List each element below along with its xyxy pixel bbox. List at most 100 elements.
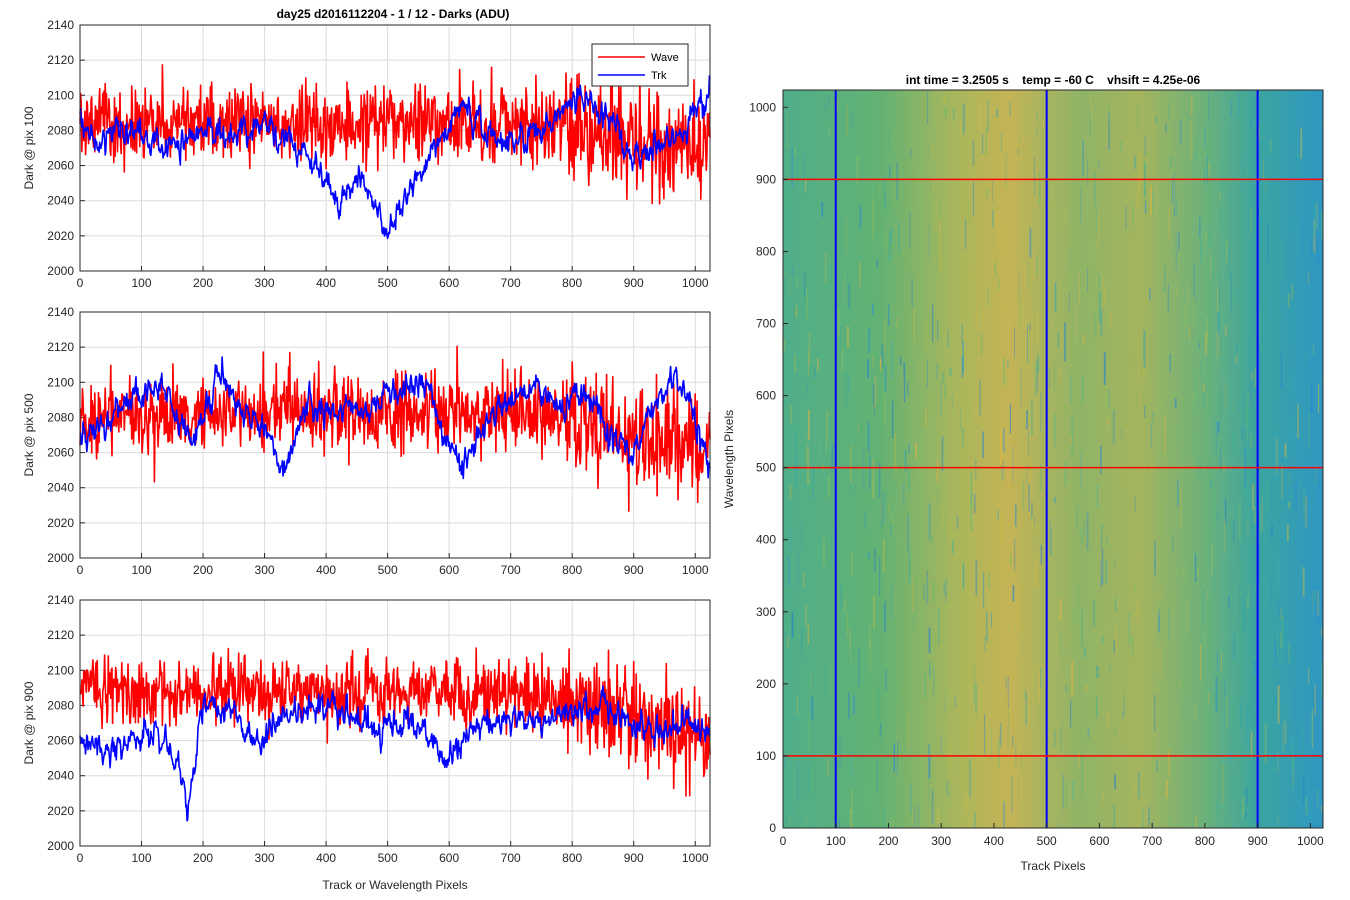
heatmap-cell xyxy=(1142,360,1145,378)
heatmap-cell xyxy=(1205,332,1207,355)
heatmap-cell xyxy=(1180,487,1182,527)
heatmap-cell xyxy=(1223,517,1225,555)
heatmap-cell xyxy=(883,490,886,524)
heatmap-cell xyxy=(821,202,824,217)
heatmap-cell xyxy=(859,307,861,326)
heatmap-cell xyxy=(1000,431,1002,465)
heatmap-cell xyxy=(867,421,870,452)
heatmap-cell xyxy=(1302,723,1304,755)
heatmap-cell xyxy=(1076,429,1079,440)
heatmap-cell xyxy=(809,331,811,365)
heatmap-cell xyxy=(1050,526,1052,557)
heatmap-cell xyxy=(1270,578,1272,604)
heatmap-cell xyxy=(907,267,910,276)
heatmap-cell xyxy=(954,694,956,709)
heatmap-cell xyxy=(1219,275,1221,305)
heatmap-cell xyxy=(1228,751,1231,765)
heatmap-cell xyxy=(807,445,809,485)
heatmap-cell xyxy=(798,794,800,818)
heatmap-cell xyxy=(1054,730,1056,746)
heatmap-cell xyxy=(812,464,815,502)
heatmap-cell xyxy=(1017,372,1019,381)
heatmap-cell xyxy=(848,753,851,775)
heatmap-cell xyxy=(1019,293,1021,328)
heatmap-cell xyxy=(1026,410,1028,430)
heatmap-cell xyxy=(789,484,792,501)
heatmap-cell xyxy=(783,269,785,276)
heatmap-cell xyxy=(928,224,930,259)
heatmap-cell xyxy=(1277,751,1279,774)
heatmap-cell xyxy=(982,572,985,608)
heatmap-cell xyxy=(928,744,930,779)
y-tick-label: 2040 xyxy=(47,769,74,783)
heatmap-cell xyxy=(1168,123,1170,159)
heatmap-cell xyxy=(1215,683,1217,711)
heatmap-cell xyxy=(1010,550,1012,566)
x-tick-label: 400 xyxy=(316,563,336,577)
heatmap-cell xyxy=(1038,172,1041,206)
series-lines xyxy=(79,64,711,240)
heatmap-cell xyxy=(1317,590,1320,616)
y-tick-label: 2080 xyxy=(47,410,74,424)
legend-label-trk: Trk xyxy=(651,70,667,82)
heatmap-cell xyxy=(1302,567,1305,597)
x-tick-label: 900 xyxy=(624,276,644,290)
heatmap-cell xyxy=(1197,567,1199,576)
heatmap-cell xyxy=(868,552,870,559)
heatmap-cell xyxy=(1156,759,1158,773)
heatmap-cell xyxy=(1079,272,1080,305)
heatmap-cell xyxy=(1098,292,1101,323)
heatmap-cell xyxy=(1121,714,1123,744)
heatmap-cell xyxy=(807,676,810,700)
heatmap-cell xyxy=(939,253,942,275)
y-axis-label: Dark @ pix 500 xyxy=(22,393,36,476)
heatmap-cell xyxy=(1215,677,1218,712)
heatmap-cell xyxy=(913,806,916,828)
heatmap-cell xyxy=(1172,177,1173,205)
heatmap-cell xyxy=(1139,152,1141,188)
heatmap-cell xyxy=(1216,511,1219,521)
heatmap-cell xyxy=(1220,209,1222,229)
heatmap-cell xyxy=(1098,274,1101,290)
heatmap-cell xyxy=(884,366,887,392)
heatmap-cell xyxy=(1060,725,1062,751)
heatmap-cell xyxy=(853,489,855,529)
heatmap-cell xyxy=(1241,428,1243,440)
heatmap-cell xyxy=(1003,801,1005,828)
x-tick-label: 0 xyxy=(77,276,84,290)
y-tick-label: 200 xyxy=(756,677,776,691)
heatmap-cell xyxy=(1235,584,1237,623)
heatmap-cell xyxy=(1160,504,1163,531)
heatmap-cell xyxy=(1272,399,1274,426)
heatmap-cell xyxy=(1260,215,1263,245)
heatmap-cell xyxy=(1078,752,1080,768)
heatmap-cell xyxy=(1150,185,1153,216)
y-tick-label: 2020 xyxy=(47,516,74,530)
heatmap-cell xyxy=(1081,608,1083,647)
heatmap-cell xyxy=(1275,438,1278,474)
heatmap-cell xyxy=(1290,371,1291,398)
heatmap-cell xyxy=(884,319,886,353)
heatmap-cell xyxy=(888,133,890,146)
heatmap-cell xyxy=(1263,158,1264,181)
heatmap-cell xyxy=(1250,372,1253,380)
heatmap-cell xyxy=(1258,543,1261,582)
heatmap-cell xyxy=(908,443,910,454)
x-tick-label: 700 xyxy=(501,851,521,865)
heatmap-cell xyxy=(910,149,912,159)
heatmap-cell xyxy=(1316,202,1318,230)
heatmap-cell xyxy=(998,737,1000,767)
heatmap-cell xyxy=(980,436,982,456)
heatmap-cell xyxy=(1057,823,1060,828)
heatmap-cell xyxy=(1019,134,1021,143)
heatmap-cell xyxy=(1101,524,1103,540)
heatmap-cell xyxy=(895,683,897,701)
heatmap-cell xyxy=(1005,153,1007,189)
y-tick-label: 900 xyxy=(756,172,776,186)
heatmap-cell xyxy=(1059,598,1062,621)
heatmap-cell xyxy=(1259,244,1261,272)
heatmap-cell xyxy=(1152,820,1154,828)
heatmap-cell xyxy=(988,571,990,589)
heatmap-cell xyxy=(1172,534,1174,552)
heatmap-cell xyxy=(1299,401,1301,416)
